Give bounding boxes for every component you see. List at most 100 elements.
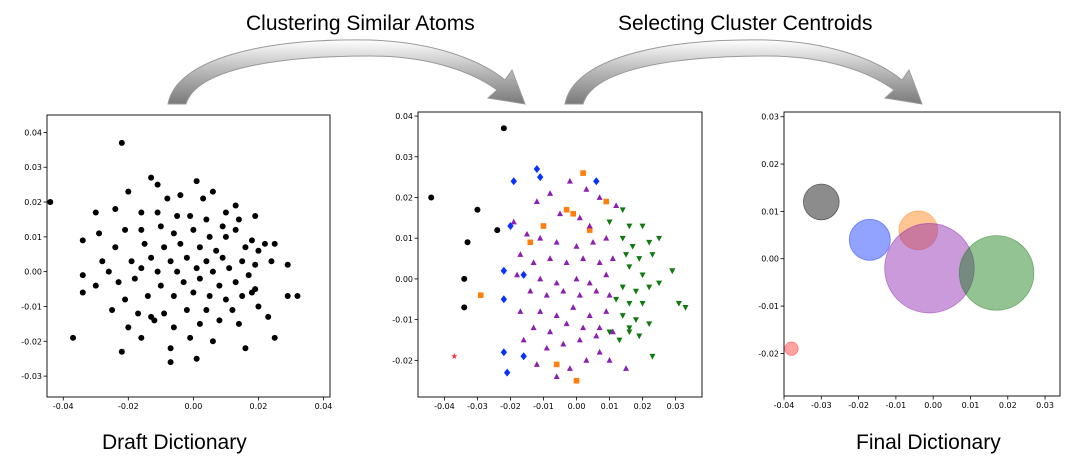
point-black-circle [187,212,194,219]
point-purple-triangle-up [566,365,573,371]
point-orange-square [570,210,577,217]
point-green-triangle-down [636,256,643,262]
point-purple-triangle-up [553,279,560,286]
point-orange-square [527,239,534,246]
point-purple-triangle-up [609,255,616,261]
plot-frame [46,114,331,398]
point-purple-triangle-up [570,304,577,310]
point-purple-triangle-up [606,291,613,298]
point-black-circle [183,306,190,313]
point-black-circle [177,240,184,247]
curved-arrow-icon [167,39,526,105]
point-green-triangle-down [646,239,653,246]
point-purple-triangle-up [576,214,583,221]
x-tick-label: 0.01 [962,401,980,410]
y-tick-label: 0.01 [761,207,779,216]
point-black-circle [203,306,210,313]
point-black-circle [167,359,174,366]
point-purple-triangle-up [517,251,524,257]
point-black-circle [131,275,138,282]
x-tick-label: 0.02 [999,401,1017,410]
point-black-circle [157,282,164,289]
x-tick-label: 0.02 [250,402,268,411]
point-purple-triangle-up [573,275,580,282]
centroid-bubble-black [802,183,840,221]
point-black-circle [193,265,200,272]
point-blue-diamond [500,266,508,275]
point-black-circle [232,279,239,286]
point-purple-triangle-up [593,287,600,294]
point-black-circle [118,139,125,146]
point-black-circle [284,293,291,300]
point-black-circle [112,244,119,251]
point-blue-diamond [500,295,508,304]
point-black-circle [167,258,174,265]
x-tick-label: -0.02 [118,402,139,411]
y-tick-label: 0.01 [395,234,413,243]
point-green-triangle-down [682,305,689,311]
point-black-circle [115,279,122,286]
point-green-triangle-down [639,223,646,230]
point-black-circle [271,240,278,247]
point-black-circle [157,223,164,230]
point-purple-triangle-up [596,194,603,200]
point-black-circle [461,304,468,311]
point-purple-triangle-up [596,259,603,266]
point-black-circle [271,334,278,341]
point-purple-triangle-up [563,320,570,327]
point-purple-triangle-up [586,279,593,286]
point-black-circle [118,348,125,355]
centroid-bubble-green [958,235,1035,311]
point-green-triangle-down [606,329,613,336]
point-purple-triangle-up [537,234,544,241]
point-purple-triangle-up [590,238,597,245]
point-purple-triangle-up [527,287,534,294]
point-black-circle [174,212,181,219]
y-tick-label: -0.03 [21,372,42,381]
point-black-circle [428,194,435,201]
x-tick-label: 0.00 [568,402,586,411]
centroid-bubble-red [784,341,799,356]
point-black-circle [167,345,174,352]
point-purple-triangle-up [583,357,590,363]
y-tick-label: 0.03 [24,163,42,172]
point-black-circle [161,244,168,251]
point-green-triangle-down [649,353,656,360]
point-green-triangle-down [669,268,676,275]
point-black-circle [170,293,177,300]
point-black-circle [79,272,86,279]
y-tick-label: -0.01 [758,302,779,311]
point-black-circle [196,320,203,327]
point-black-circle [209,338,216,345]
y-tick-label: 0.04 [395,112,413,121]
point-black-circle [216,317,223,324]
y-tick-label: 0.01 [24,233,42,242]
point-black-circle [174,268,181,275]
point-blue-diamond [593,177,600,186]
point-blue-diamond [536,173,544,182]
x-tick-label: -0.03 [811,401,832,410]
point-purple-triangle-up [583,186,590,192]
point-black-circle [92,282,99,289]
point-green-triangle-down [619,207,626,214]
point-black-circle [235,320,242,327]
point-orange-square [603,198,610,205]
point-black-circle [79,289,86,296]
step2-heading: Selecting Cluster Centroids [618,12,873,35]
point-black-circle [112,206,119,212]
point-black-circle [135,310,142,317]
point-purple-triangle-up [576,291,583,298]
point-black-circle [79,237,86,244]
x-tick-label: -0.01 [886,401,907,410]
point-purple-triangle-up [580,255,587,261]
point-purple-triangle-up [586,312,593,318]
point-black-circle [70,334,77,341]
point-purple-triangle-up [563,259,570,266]
y-tick-label: -0.01 [392,316,413,325]
point-black-circle [138,226,145,233]
point-green-triangle-down [656,280,663,287]
x-tick-label: -0.04 [774,401,795,410]
point-black-circle [216,282,223,289]
